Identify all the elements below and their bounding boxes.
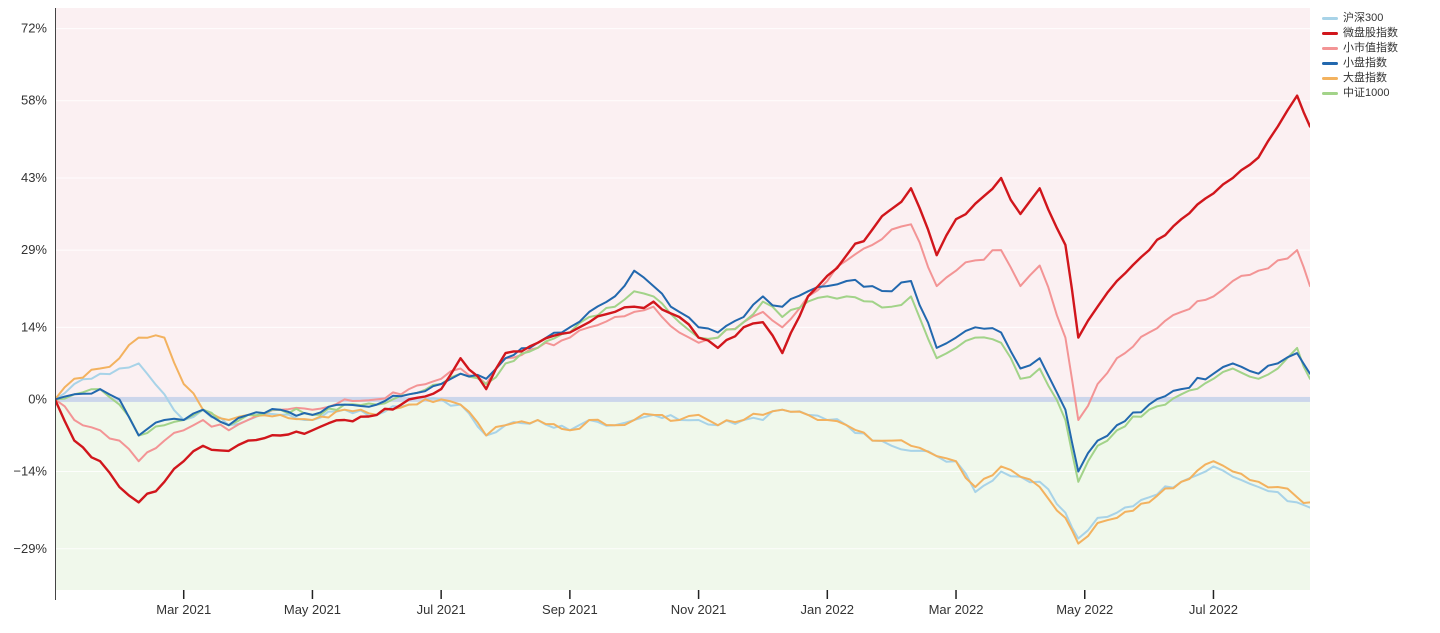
legend-item-2[interactable]: 小市值指数 xyxy=(1322,42,1434,55)
x-axis-label: Jul 2021 xyxy=(417,602,466,617)
legend-label: 中证1000 xyxy=(1343,87,1390,99)
legend-swatch xyxy=(1322,77,1338,80)
legend-label: 沪深300 xyxy=(1343,12,1384,24)
x-axis-label: Nov 2021 xyxy=(671,602,727,617)
background-below-zero xyxy=(55,399,1310,590)
series-line-3 xyxy=(55,269,1310,473)
x-axis-label: Sep 2021 xyxy=(542,602,598,617)
y-axis-label: −29% xyxy=(13,541,47,556)
y-axis-label: 43% xyxy=(21,170,47,185)
legend-swatch xyxy=(1322,62,1338,65)
chart-legend: 沪深300 微盘股指数小市值指数小盘指数大盘指数中证1000 xyxy=(1322,12,1434,100)
legend-label: 微盘股指数 xyxy=(1343,27,1398,39)
y-axis-label: −14% xyxy=(13,464,47,479)
legend-item-4[interactable]: 大盘指数 xyxy=(1322,72,1434,85)
background-above-zero xyxy=(55,8,1310,400)
x-axis-label: Mar 2022 xyxy=(929,602,984,617)
legend-item-0[interactable]: 沪深300 xyxy=(1322,12,1434,25)
x-axis-label: May 2022 xyxy=(1056,602,1113,617)
series-line-0 xyxy=(55,362,1310,540)
legend-item-1[interactable]: 微盘股指数 xyxy=(1322,27,1434,40)
y-axis-label: 72% xyxy=(21,21,47,36)
series-line-4 xyxy=(55,334,1310,545)
y-axis-label: 0% xyxy=(28,391,47,406)
legend-label: 大盘指数 xyxy=(1343,72,1387,84)
legend-item-3[interactable]: 小盘指数 xyxy=(1322,57,1434,70)
legend-swatch xyxy=(1322,92,1338,95)
series-group xyxy=(55,94,1310,545)
legend-label: 小盘指数 xyxy=(1343,57,1387,69)
x-axis-label: Mar 2021 xyxy=(156,602,211,617)
x-axis-label: Jul 2022 xyxy=(1189,602,1238,617)
legend-swatch xyxy=(1322,47,1338,50)
y-axis-label: 29% xyxy=(21,242,47,257)
zero-line xyxy=(55,396,1310,402)
y-axis-label: 58% xyxy=(21,93,47,108)
legend-swatch xyxy=(1322,17,1338,20)
legend-label: 小市值指数 xyxy=(1343,42,1398,54)
series-line-1 xyxy=(55,94,1310,504)
x-axis-label: Jan 2022 xyxy=(801,602,855,617)
legend-swatch xyxy=(1322,32,1338,35)
x-axis-label: May 2021 xyxy=(284,602,341,617)
legend-item-5[interactable]: 中证1000 xyxy=(1322,87,1434,100)
y-axis-label: 14% xyxy=(21,319,47,334)
